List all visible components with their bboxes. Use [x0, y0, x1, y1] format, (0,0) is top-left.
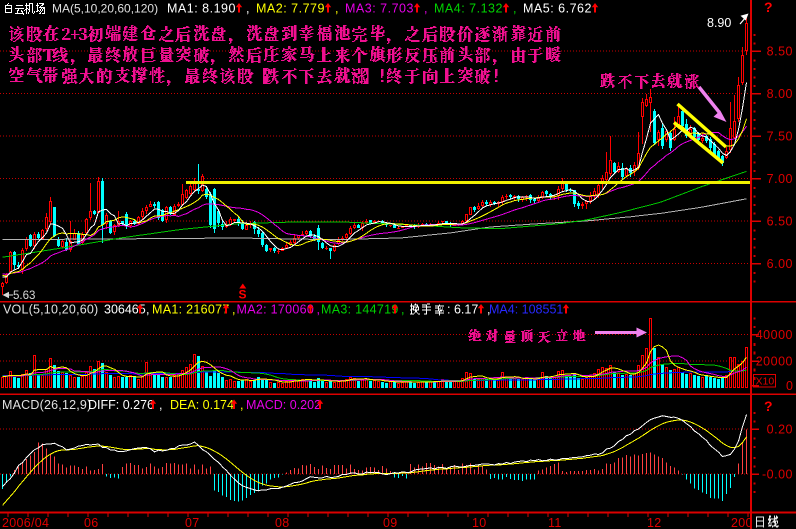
svg-text:8.50: 8.50	[767, 45, 793, 59]
svg-text:07: 07	[185, 516, 200, 529]
svg-text:,: ,	[401, 303, 404, 317]
svg-text:DEA: 0.174: DEA: 0.174	[170, 398, 234, 412]
svg-text:200: 200	[731, 516, 753, 529]
svg-text:MACD: 0.202: MACD: 0.202	[246, 398, 321, 412]
svg-text:MA3: 144719: MA3: 144719	[321, 303, 399, 317]
svg-text:-0.00: -0.00	[762, 468, 793, 482]
svg-text:11: 11	[548, 516, 562, 529]
svg-text:MA4: 108551: MA4: 108551	[489, 303, 563, 317]
svg-text:,: ,	[424, 2, 427, 16]
svg-text:40000: 40000	[756, 328, 793, 342]
svg-text:MA4: 7.132: MA4: 7.132	[434, 2, 503, 16]
svg-text:MA3: 7.703: MA3: 7.703	[345, 2, 414, 16]
svg-text:,: ,	[246, 2, 249, 16]
svg-text:0: 0	[786, 379, 793, 393]
svg-text:,: ,	[513, 2, 516, 16]
svg-text:,: ,	[232, 303, 235, 317]
svg-text:8.90: 8.90	[707, 16, 731, 30]
svg-text:?: ?	[764, 0, 773, 15]
svg-text:MACD(26,12,9): MACD(26,12,9)	[2, 398, 91, 412]
svg-text:12: 12	[647, 516, 662, 529]
svg-text:,: ,	[159, 398, 162, 412]
svg-text:8.00: 8.00	[767, 87, 793, 101]
svg-text:0.20: 0.20	[767, 423, 793, 437]
svg-text:MA(5,10,20,60,120): MA(5,10,20,60,120)	[52, 2, 158, 16]
svg-text:MA1: 216077: MA1: 216077	[152, 303, 230, 317]
svg-text:?: ?	[764, 398, 773, 414]
svg-text:,: ,	[317, 303, 320, 317]
svg-text:MA1: 8.190: MA1: 8.190	[167, 2, 236, 16]
svg-text:7.00: 7.00	[767, 172, 793, 186]
svg-text:10: 10	[472, 516, 487, 529]
svg-text:6.50: 6.50	[767, 215, 793, 229]
svg-text:VOL(5,10,20,60): VOL(5,10,20,60)	[3, 303, 98, 317]
svg-text:S: S	[239, 288, 247, 302]
svg-text:5.63: 5.63	[13, 290, 35, 302]
svg-text:20000: 20000	[756, 355, 793, 369]
svg-text:,: ,	[335, 2, 338, 16]
svg-text:08: 08	[275, 516, 290, 529]
svg-text:,: ,	[487, 303, 490, 317]
svg-text:MA5: 6.762: MA5: 6.762	[523, 2, 592, 16]
svg-text:: 6.17: : 6.17	[447, 303, 478, 317]
svg-text:X10: X10	[756, 376, 775, 388]
svg-text:306465: 306465	[104, 303, 146, 317]
svg-text:MA2: 7.779: MA2: 7.779	[256, 2, 325, 16]
svg-text:2006/04: 2006/04	[2, 516, 49, 529]
svg-text:6.00: 6.00	[767, 257, 793, 271]
svg-text:,: ,	[240, 398, 243, 412]
svg-text:09: 09	[383, 516, 398, 529]
svg-text:MA2: 170060: MA2: 170060	[237, 303, 315, 317]
svg-text:DIFF: 0.276: DIFF: 0.276	[88, 398, 154, 412]
svg-text:,: ,	[146, 303, 149, 317]
svg-text:7.50: 7.50	[767, 130, 793, 144]
svg-text:06: 06	[84, 516, 99, 529]
